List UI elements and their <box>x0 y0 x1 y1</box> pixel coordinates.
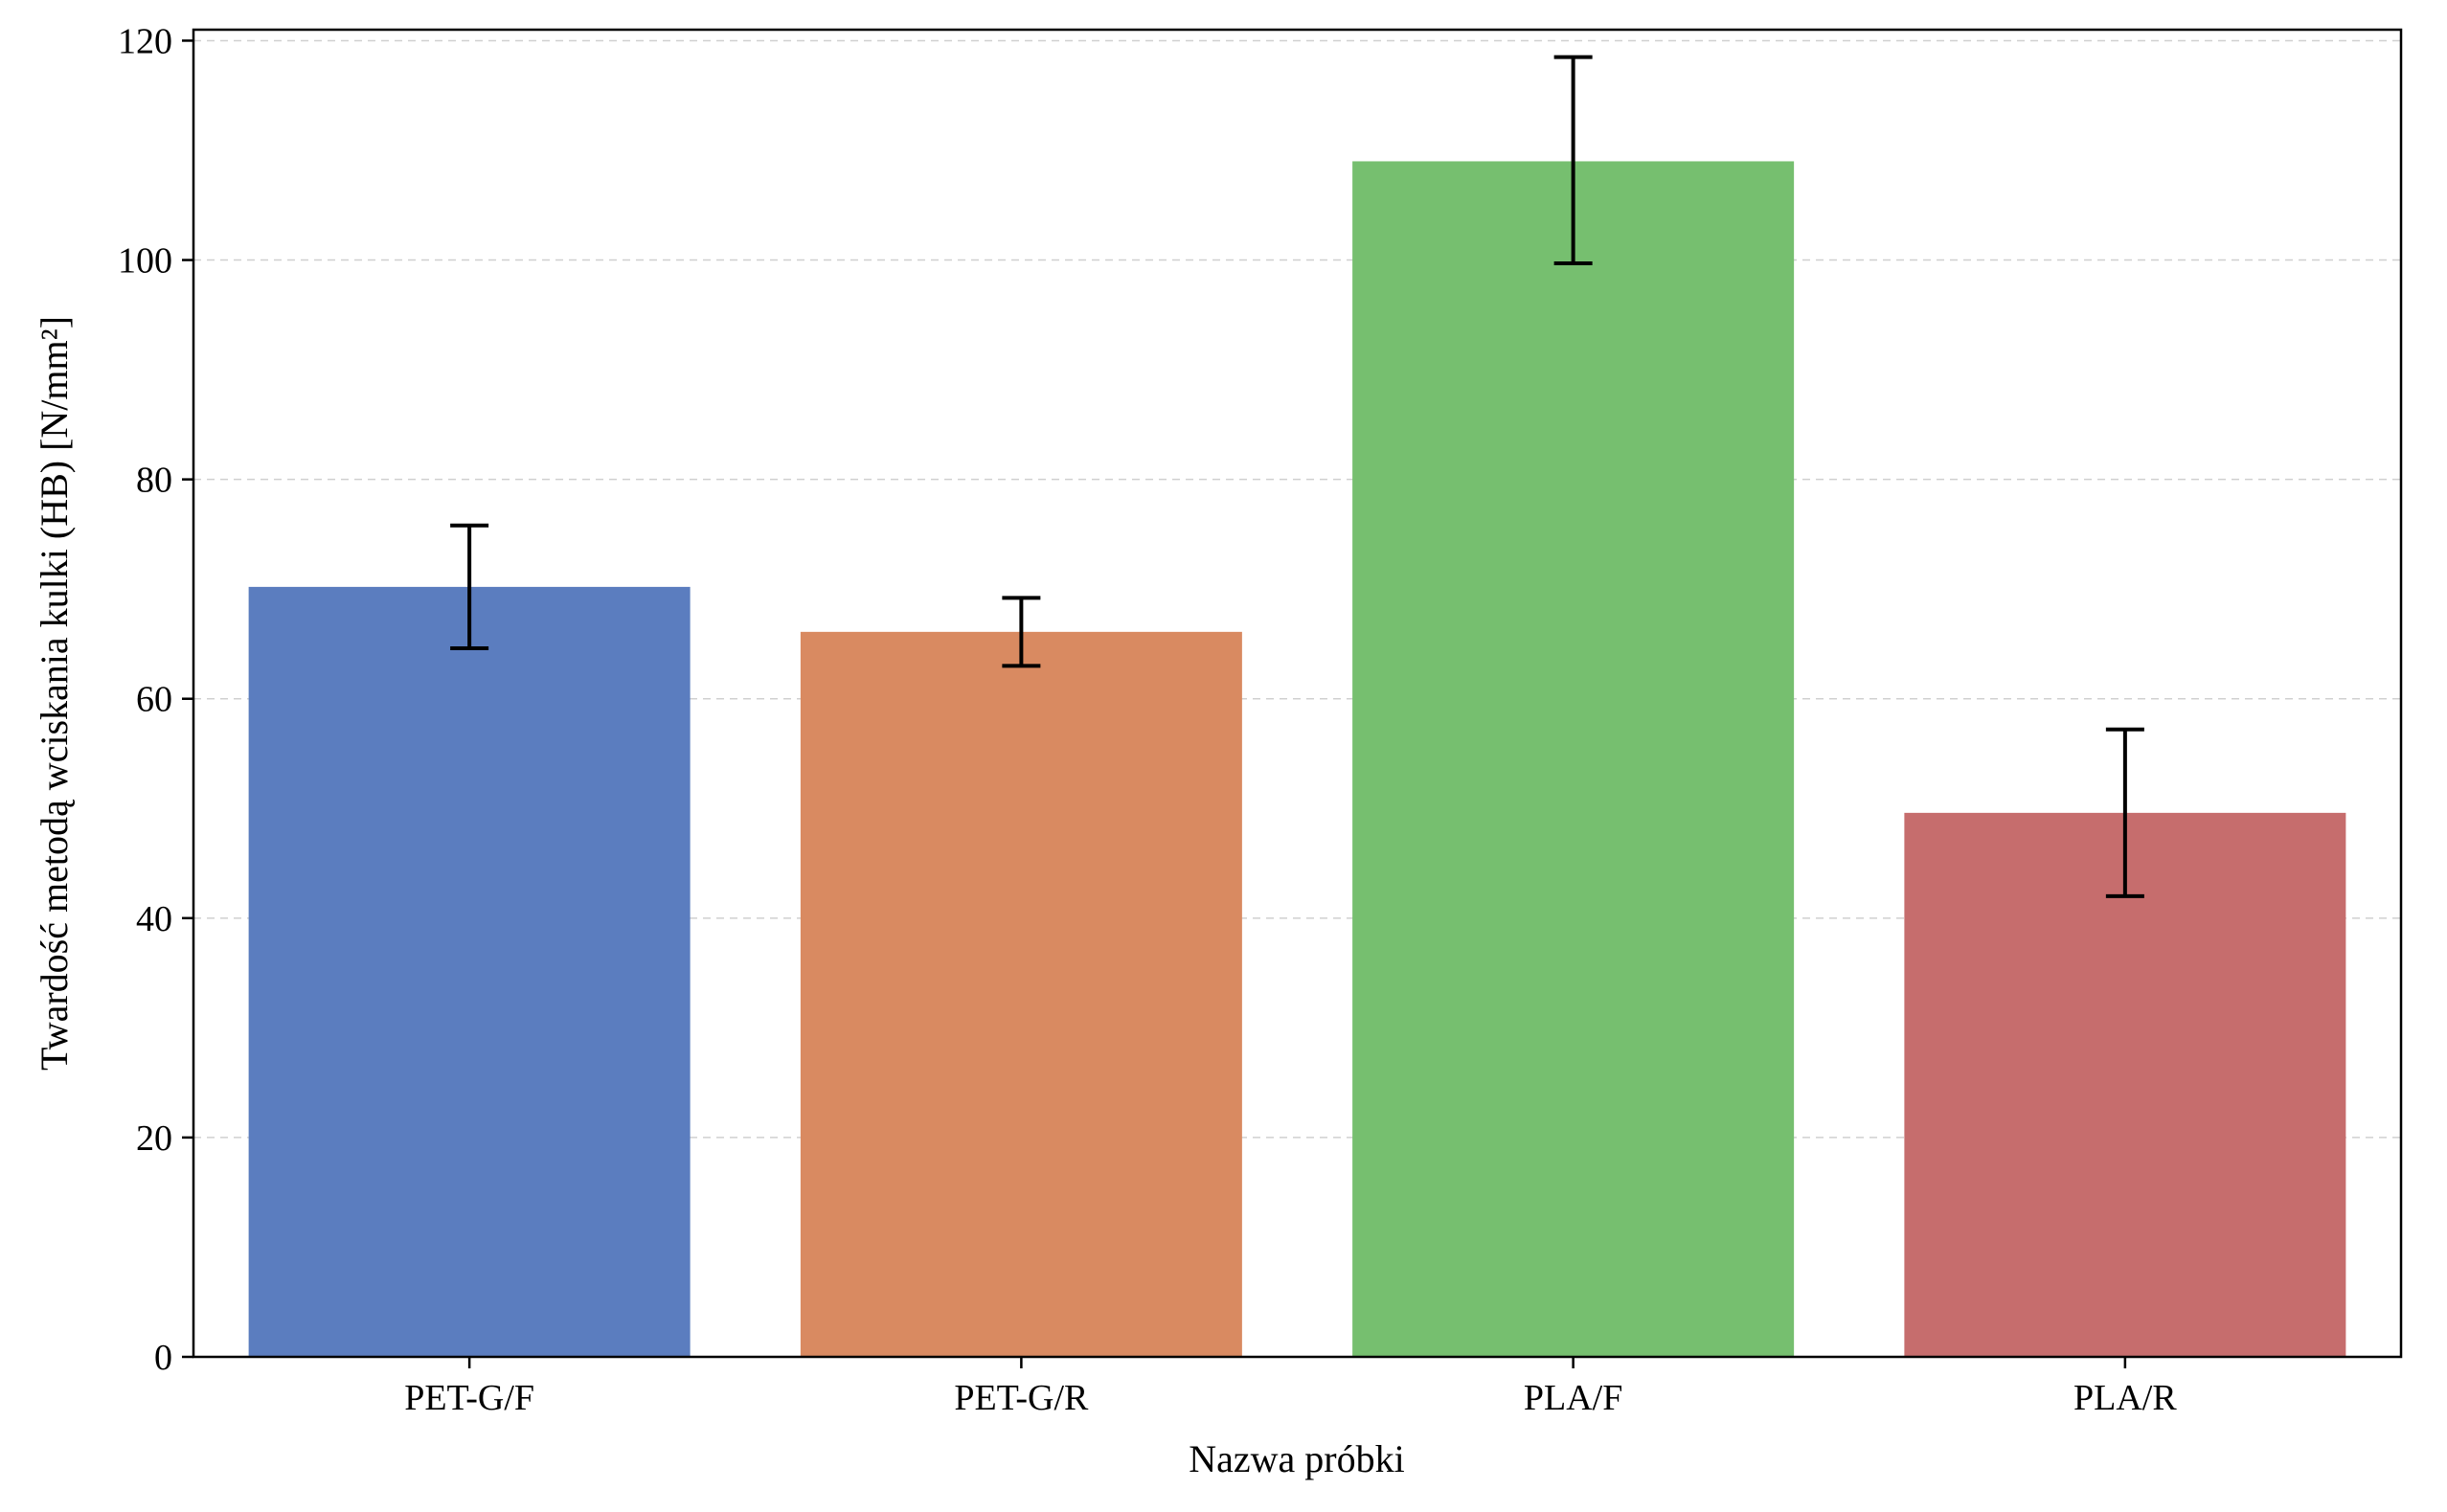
y-tick-label: 20 <box>136 1118 172 1159</box>
bars <box>248 161 2346 1357</box>
y-tick-label: 80 <box>136 461 172 501</box>
bar-pla-f <box>1352 161 1795 1357</box>
y-tick-label: 100 <box>118 241 172 282</box>
y-tick-label: 40 <box>136 899 172 939</box>
bar-pet-g-f <box>248 586 691 1357</box>
bar-pla-r <box>1904 812 2346 1357</box>
y-tick-label: 120 <box>118 21 172 61</box>
error-bar <box>450 523 489 651</box>
y-axis-ticks: 0 20 40 60 80 100 120 <box>118 21 193 1378</box>
y-axis-label: Twardość metodą wciskania kulki (HB) [N/… <box>33 316 76 1071</box>
x-axis-label: Nazwa próbki <box>1189 1437 1404 1480</box>
plot-frame <box>192 28 2403 1359</box>
x-tick-label: PLA/F <box>1524 1378 1622 1418</box>
x-tick-label: PET-G/R <box>954 1378 1089 1418</box>
error-bar <box>1002 596 1041 668</box>
x-tick-label: PET-G/F <box>404 1378 534 1418</box>
x-axis-ticks: PET-G/F PET-G/R PLA/F PLA/R <box>404 1357 2177 1418</box>
x-tick-label: PLA/R <box>2073 1378 2177 1418</box>
bar-pet-g-r <box>800 631 1242 1357</box>
error-bar <box>2105 727 2144 898</box>
y-tick-label: 0 <box>154 1338 172 1378</box>
y-tick-label: 60 <box>136 680 172 720</box>
error-bar <box>1553 55 1593 265</box>
error-bars <box>450 55 2144 898</box>
